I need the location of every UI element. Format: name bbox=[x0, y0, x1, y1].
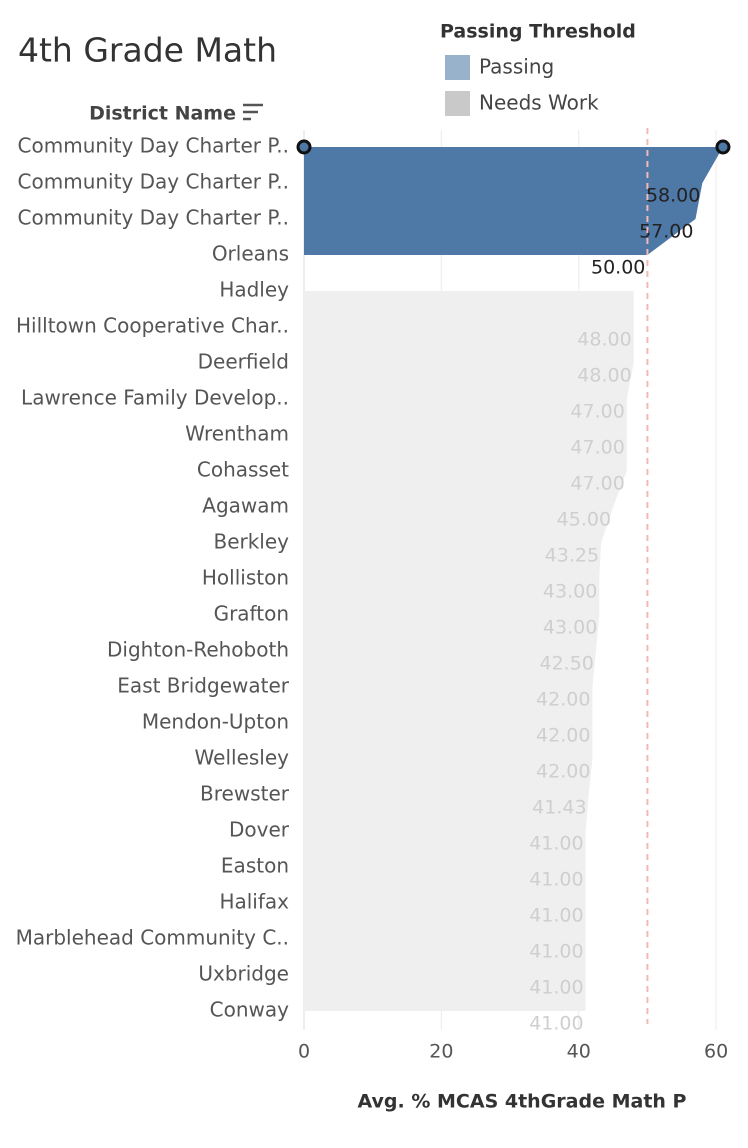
data-label: 57.00 bbox=[639, 221, 693, 243]
y-tick-label: Marblehead Community C.. bbox=[16, 926, 289, 950]
x-tick-label: 60 bbox=[704, 1041, 728, 1063]
data-label: 42.50 bbox=[539, 653, 593, 675]
y-axis-title[interactable]: District Name bbox=[89, 103, 236, 125]
y-tick-label: Orleans bbox=[212, 242, 289, 266]
data-label: 41.00 bbox=[529, 941, 583, 963]
data-label: 41.00 bbox=[529, 1013, 583, 1035]
y-tick-label: Deerfield bbox=[198, 350, 289, 374]
selection-marker bbox=[715, 139, 731, 155]
y-tick-label: Dighton-Rehoboth bbox=[107, 638, 289, 662]
legend-swatch bbox=[445, 55, 470, 80]
x-axis-title: Avg. % MCAS 4thGrade Math P bbox=[358, 1091, 687, 1113]
legend-swatch bbox=[445, 91, 470, 116]
selection-marker bbox=[296, 139, 312, 155]
y-tick-label: Agawam bbox=[202, 494, 289, 518]
data-label: 48.00 bbox=[577, 365, 631, 387]
legend-title: Passing Threshold bbox=[440, 21, 636, 43]
data-label: 42.00 bbox=[536, 725, 590, 747]
y-tick-label: Wellesley bbox=[195, 746, 290, 770]
data-label: 41.00 bbox=[529, 905, 583, 927]
y-tick-label: Cohasset bbox=[197, 458, 289, 482]
data-label: 58.00 bbox=[646, 185, 700, 207]
y-tick-label: Berkley bbox=[213, 530, 289, 554]
data-label: 43.00 bbox=[543, 617, 597, 639]
y-tick-label: Brewster bbox=[200, 782, 290, 806]
data-label: 42.00 bbox=[536, 761, 590, 783]
data-label: 41.43 bbox=[532, 797, 586, 819]
y-tick-label: Easton bbox=[221, 854, 289, 878]
y-tick-label: Dover bbox=[229, 818, 290, 842]
data-label: 47.00 bbox=[570, 401, 624, 423]
data-label: 47.00 bbox=[570, 437, 624, 459]
data-label: 41.00 bbox=[529, 833, 583, 855]
y-tick-label: Mendon-Upton bbox=[142, 710, 289, 734]
data-label: 41.00 bbox=[529, 869, 583, 891]
y-tick-label: Lawrence Family Develop.. bbox=[21, 386, 289, 410]
data-label: 50.00 bbox=[591, 257, 645, 279]
y-tick-label: Wrentham bbox=[185, 422, 289, 446]
y-tick-label: Uxbridge bbox=[198, 962, 289, 986]
area bbox=[304, 291, 634, 1011]
y-tick-label: East Bridgewater bbox=[117, 674, 289, 698]
area bbox=[304, 147, 723, 255]
x-tick-label: 0 bbox=[298, 1041, 310, 1063]
x-tick-label: 20 bbox=[429, 1041, 453, 1063]
data-label: 43.25 bbox=[545, 545, 599, 567]
chart-title: 4th Grade Math bbox=[18, 31, 277, 70]
y-tick-label: Hilltown Cooperative Char.. bbox=[16, 314, 289, 338]
data-label: 42.00 bbox=[536, 689, 590, 711]
y-tick-label: Grafton bbox=[214, 602, 289, 626]
data-label: 41.00 bbox=[529, 977, 583, 999]
data-label: 48.00 bbox=[577, 329, 631, 351]
y-tick-label: Halifax bbox=[219, 890, 289, 914]
legend-label: Needs Work bbox=[479, 91, 599, 115]
data-label: 47.00 bbox=[570, 473, 624, 495]
y-tick-label: Conway bbox=[210, 998, 289, 1022]
sort-icon[interactable] bbox=[243, 103, 263, 121]
y-tick-label: Community Day Charter P.. bbox=[18, 206, 289, 230]
legend-label: Passing bbox=[479, 55, 554, 79]
y-tick-label: Holliston bbox=[202, 566, 289, 590]
y-tick-label: Hadley bbox=[219, 278, 289, 302]
y-tick-label: Community Day Charter P.. bbox=[18, 134, 289, 158]
data-label: 45.00 bbox=[557, 509, 611, 531]
x-tick-label: 40 bbox=[567, 1041, 591, 1063]
y-tick-label: Community Day Charter P.. bbox=[18, 170, 289, 194]
data-label: 43.00 bbox=[543, 581, 597, 603]
